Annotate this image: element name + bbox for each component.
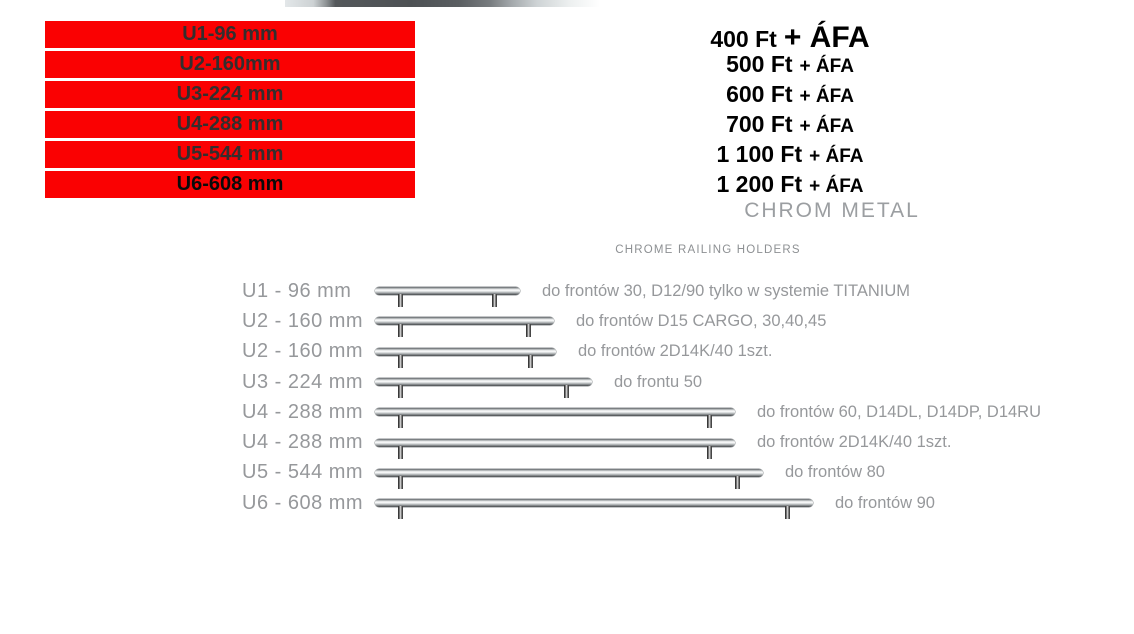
vat-suffix: + ÁFA — [799, 86, 854, 107]
product-description: do frontu 50 — [614, 372, 703, 391]
product-row: U4 - 288 mm do frontów 2D14K/40 1szt. — [0, 427, 1134, 459]
cropped-photo-strip — [285, 0, 600, 7]
handle-image — [375, 408, 735, 429]
handle-image — [375, 287, 520, 308]
handle-left-post — [398, 385, 403, 399]
handle-left-post — [398, 324, 403, 338]
product-description: do frontów 90 — [835, 493, 935, 512]
handle-right-post — [526, 324, 531, 338]
price-amount: 500 Ft — [726, 51, 793, 77]
price-amount: 1 100 Ft — [716, 141, 803, 167]
price-row: 500 Ft + ÁFA — [620, 51, 960, 81]
size-cell: U4-288 mm — [45, 111, 415, 138]
price-row: 700 Ft + ÁFA — [620, 111, 960, 141]
size-cell: U1-96 mm — [45, 21, 415, 48]
material-label: CHROM METAL — [744, 199, 920, 222]
vat-suffix: + ÁFA — [809, 146, 864, 167]
product-row: U6 - 608 mm do frontów 90 — [0, 488, 1134, 520]
price-amount: 700 Ft — [726, 111, 793, 137]
price-row: 1 200 Ft + ÁFA — [620, 171, 960, 201]
product-description: do frontów 2D14K/40 1szt. — [578, 342, 773, 361]
vat-suffix: + ÁFA — [783, 21, 870, 54]
vat-suffix: + ÁFA — [799, 116, 854, 137]
size-cell: U3-224 mm — [45, 81, 415, 108]
handle-left-post — [398, 475, 403, 489]
section-heading: CHROME RAILING HOLDERS — [615, 244, 801, 256]
product-list: U1 - 96 mm do frontów 30, D12/90 tylko w… — [0, 276, 1134, 520]
handle-image — [375, 378, 592, 399]
product-size-label: U4 - 288 mm — [242, 431, 364, 454]
product-size-label: U1 - 96 mm — [242, 279, 352, 302]
product-size-label: U2 - 160 mm — [242, 340, 364, 363]
product-size-label: U4 - 288 mm — [242, 400, 364, 423]
size-cell: U6-608 mm — [45, 171, 415, 198]
handle-right-post — [492, 294, 497, 308]
price-row: 600 Ft + ÁFA — [620, 81, 960, 111]
handle-left-post — [398, 445, 403, 459]
size-cell: U5-544 mm — [45, 141, 415, 168]
product-row: U2 - 160 mm do frontów 2D14K/40 1szt. — [0, 337, 1134, 368]
vat-suffix: + ÁFA — [799, 56, 854, 77]
vat-suffix: + ÁFA — [809, 176, 864, 197]
handle-image — [375, 468, 763, 489]
product-size-label: U6 - 608 mm — [242, 491, 364, 514]
handle-left-post — [398, 294, 403, 308]
product-description: do frontów D15 CARGO, 30,40,45 — [576, 311, 827, 330]
handle-image — [375, 347, 556, 368]
product-row: U2 - 160 mm do frontów D15 CARGO, 30,40,… — [0, 306, 1134, 338]
product-size-label: U5 - 544 mm — [242, 461, 364, 484]
size-table: U1-96 mm U2-160mm U3-224 mm U4-288 mm U5… — [45, 21, 415, 201]
price-row: 400 Ft + ÁFA — [620, 21, 960, 54]
product-row: U1 - 96 mm do frontów 30, D12/90 tylko w… — [0, 276, 1134, 308]
price-amount: 400 Ft — [710, 26, 777, 52]
handle-right-post — [785, 506, 790, 520]
handle-image — [375, 317, 554, 338]
product-description: do frontów 80 — [785, 463, 885, 482]
handle-right-post — [564, 385, 569, 399]
handle-right-post — [735, 475, 740, 489]
price-row: 1 100 Ft + ÁFA — [620, 141, 960, 171]
product-description: do frontów 60, D14DL, D14DP, D14RU — [757, 402, 1042, 421]
product-row: U3 - 224 mm do frontu 50 — [0, 367, 1134, 399]
price-amount: 1 200 Ft — [716, 171, 803, 197]
size-cell: U2-160mm — [45, 51, 415, 78]
handle-right-post — [707, 445, 712, 459]
product-row: U4 - 288 mm do frontów 60, D14DL, D14DP,… — [0, 397, 1134, 429]
price-amount: 600 Ft — [726, 81, 793, 107]
handle-image — [375, 499, 813, 520]
product-description: do frontów 2D14K/40 1szt. — [757, 433, 952, 452]
product-row: U5 - 544 mm do frontów 80 — [0, 458, 1134, 489]
product-description: do frontów 30, D12/90 tylko w systemie T… — [542, 281, 911, 300]
product-size-label: U3 - 224 mm — [242, 370, 364, 393]
product-size-label: U2 - 160 mm — [242, 309, 364, 332]
price-list: 400 Ft + ÁFA 500 Ft + ÁFA 600 Ft + ÁFA 7… — [620, 21, 960, 201]
handle-left-post — [398, 506, 403, 520]
handle-left-post — [398, 415, 403, 429]
handle-right-post — [528, 354, 533, 368]
handle-image — [375, 438, 735, 459]
handle-left-post — [398, 354, 403, 368]
handle-right-post — [707, 415, 712, 429]
